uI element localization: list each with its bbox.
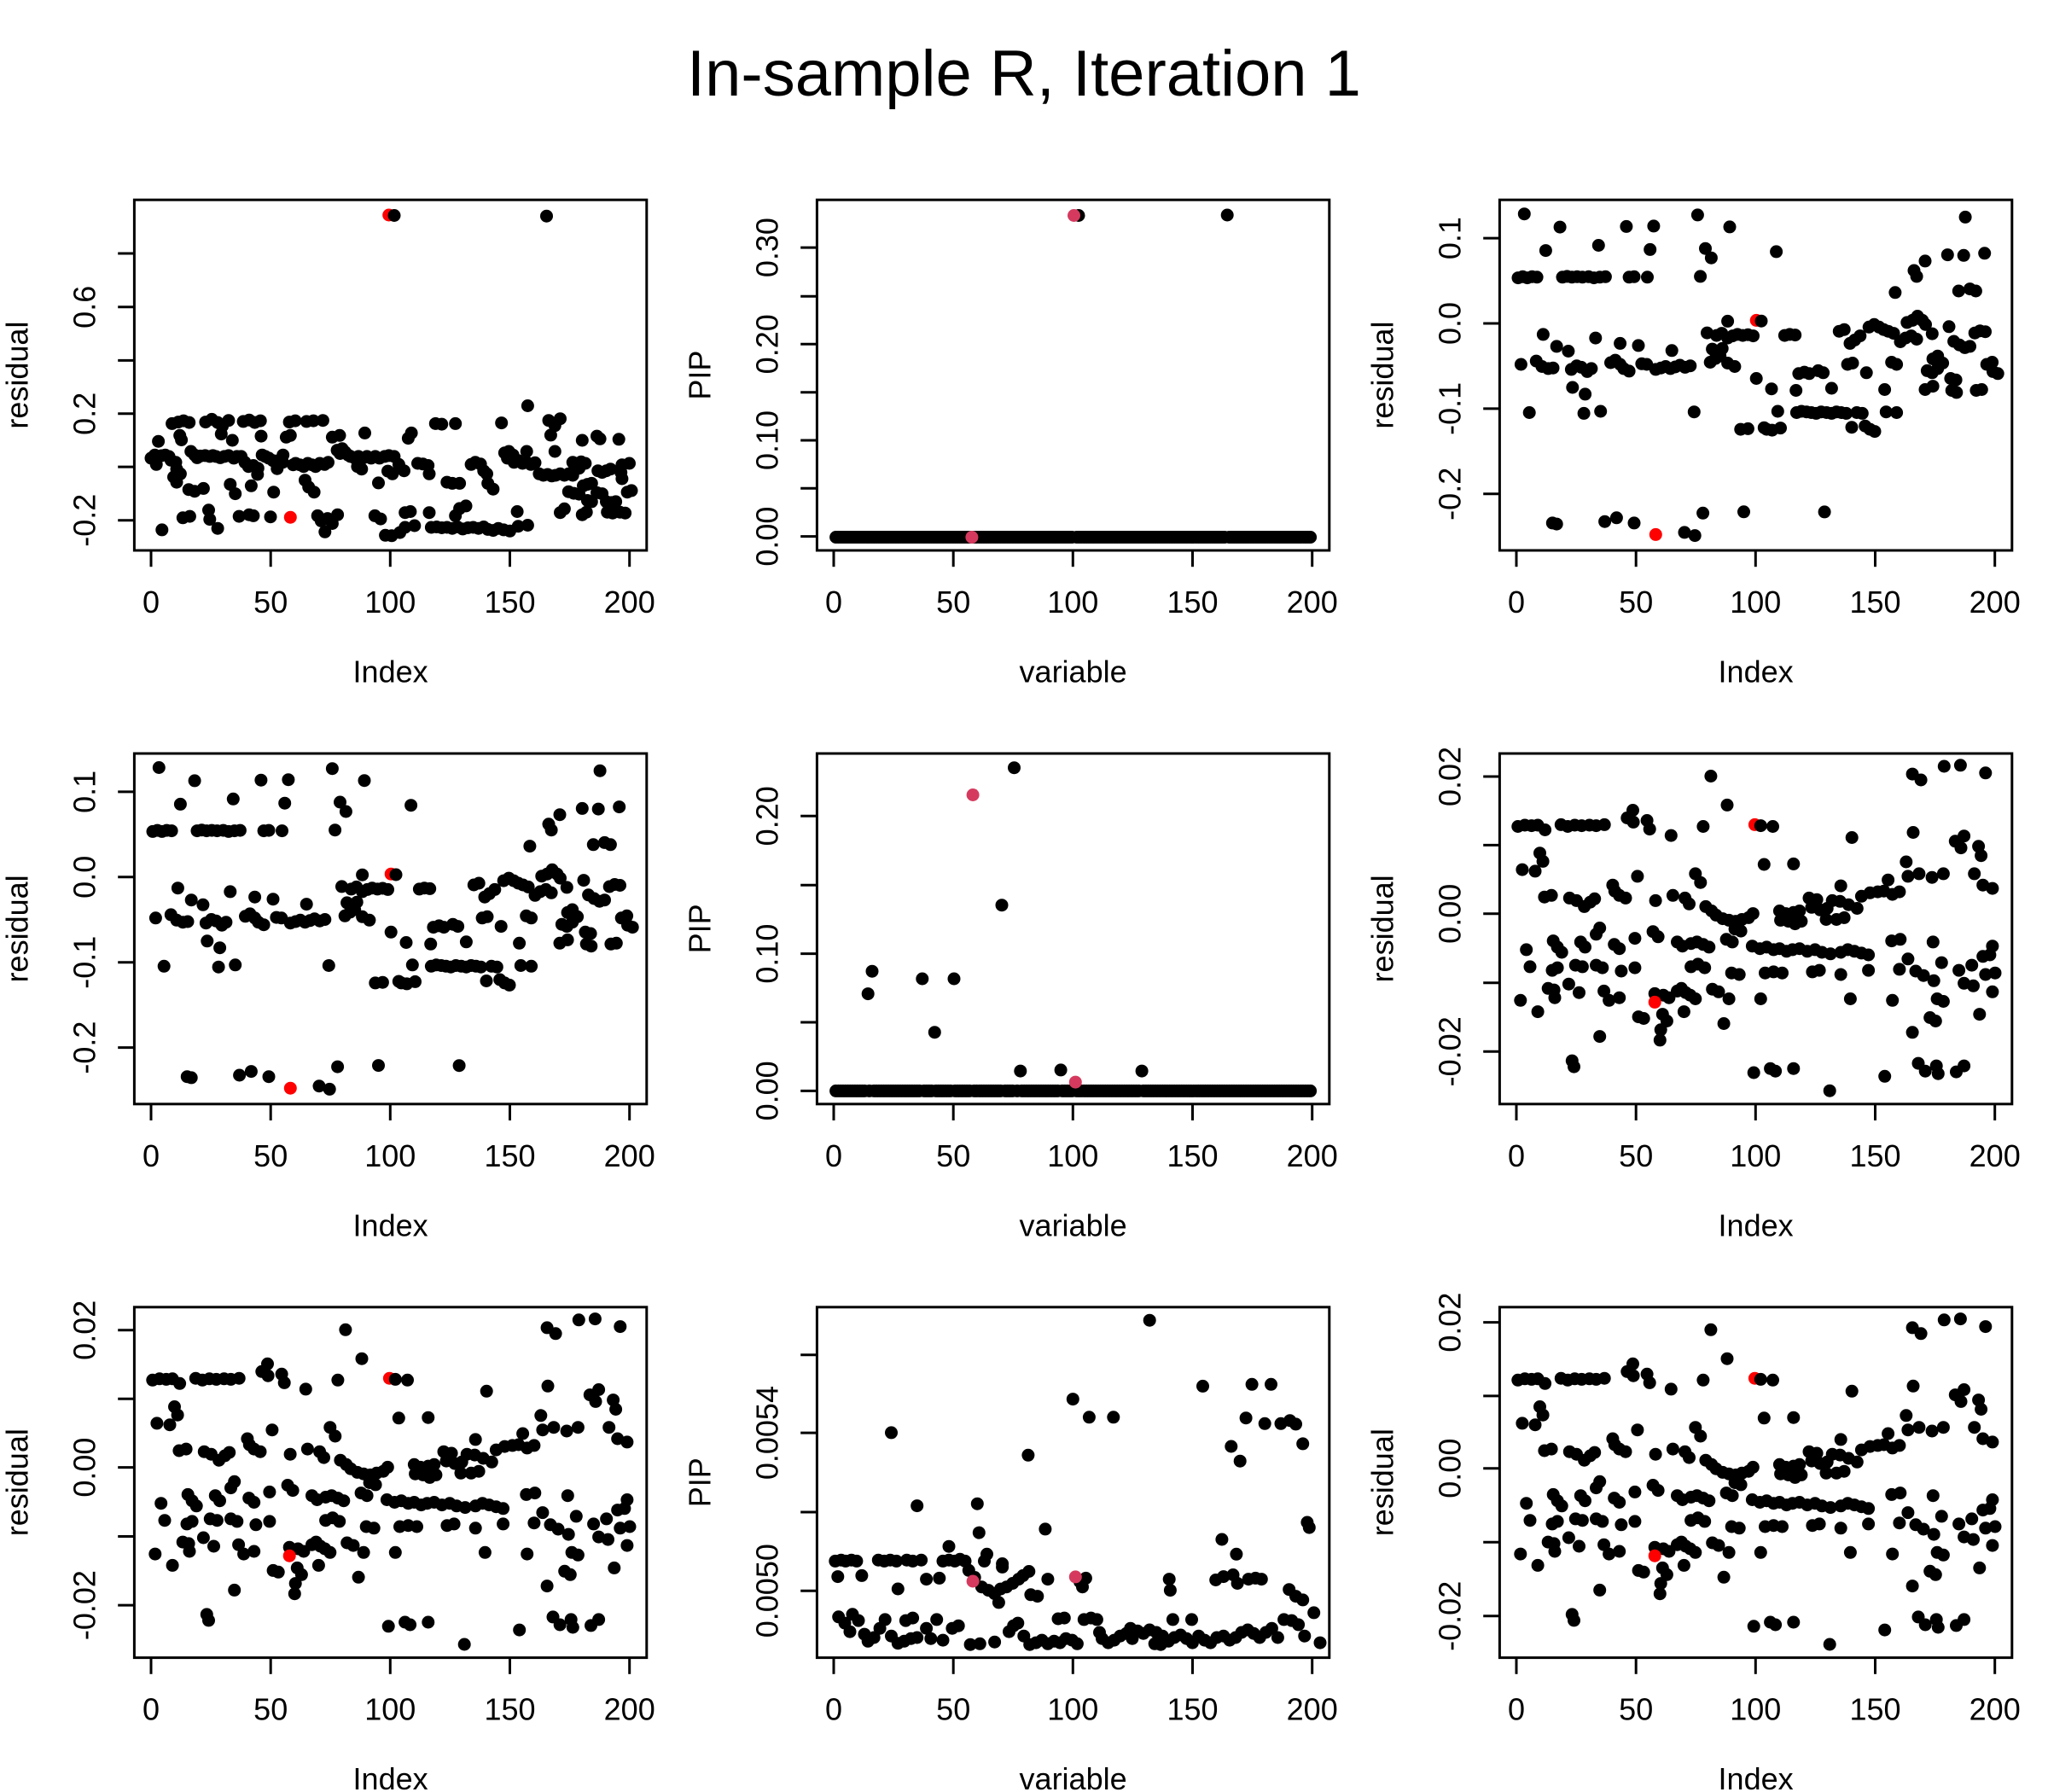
- svg-text:100: 100: [1730, 585, 1781, 620]
- svg-text:200: 200: [1287, 585, 1338, 620]
- svg-text:200: 200: [1287, 1138, 1338, 1173]
- svg-text:150: 150: [484, 1138, 535, 1173]
- svg-text:0.2: 0.2: [67, 393, 102, 435]
- svg-text:150: 150: [1849, 585, 1900, 620]
- svg-text:-0.2: -0.2: [67, 494, 102, 547]
- svg-text:0: 0: [143, 1692, 160, 1727]
- svg-text:50: 50: [936, 1138, 970, 1173]
- svg-text:50: 50: [253, 585, 288, 620]
- svg-text:residual: residual: [1365, 322, 1400, 429]
- svg-text:0.0050: 0.0050: [750, 1544, 785, 1638]
- svg-text:0: 0: [825, 585, 842, 620]
- svg-text:0: 0: [1508, 585, 1525, 620]
- svg-text:100: 100: [1047, 585, 1098, 620]
- svg-text:Index: Index: [1719, 655, 1794, 689]
- svg-text:50: 50: [1619, 1138, 1653, 1173]
- svg-text:Index: Index: [353, 1207, 428, 1242]
- svg-text:-0.2: -0.2: [1433, 468, 1468, 521]
- svg-text:residual: residual: [1365, 1428, 1400, 1536]
- svg-text:residual: residual: [0, 322, 35, 429]
- svg-text:0.00: 0.00: [750, 1061, 785, 1120]
- svg-text:200: 200: [1287, 1692, 1338, 1727]
- svg-text:variable: variable: [1020, 1761, 1127, 1792]
- svg-text:150: 150: [484, 1692, 535, 1727]
- svg-text:0.02: 0.02: [67, 1300, 102, 1360]
- svg-text:residual: residual: [0, 875, 35, 982]
- svg-text:-0.02: -0.02: [1433, 1581, 1468, 1651]
- svg-text:200: 200: [1969, 1138, 2021, 1173]
- svg-text:PIP: PIP: [683, 1457, 718, 1507]
- svg-text:residual: residual: [0, 1428, 35, 1536]
- svg-text:In-sample R, Iteration 1: In-sample R, Iteration 1: [687, 38, 1361, 110]
- svg-text:0.00: 0.00: [1433, 884, 1468, 944]
- svg-text:-0.02: -0.02: [67, 1570, 102, 1640]
- svg-text:200: 200: [604, 1692, 655, 1727]
- svg-text:150: 150: [1849, 1692, 1900, 1727]
- svg-text:0.00: 0.00: [1433, 1439, 1468, 1498]
- svg-text:100: 100: [364, 1138, 416, 1173]
- svg-text:200: 200: [1969, 585, 2021, 620]
- svg-text:0.6: 0.6: [67, 286, 102, 329]
- svg-text:0.0054: 0.0054: [750, 1386, 785, 1480]
- svg-text:100: 100: [1047, 1138, 1098, 1173]
- svg-text:100: 100: [364, 1692, 416, 1727]
- svg-text:-0.2: -0.2: [67, 1021, 102, 1074]
- svg-text:150: 150: [1167, 585, 1218, 620]
- svg-text:100: 100: [1730, 1138, 1781, 1173]
- svg-text:100: 100: [1730, 1692, 1781, 1727]
- svg-text:150: 150: [1849, 1138, 1900, 1173]
- svg-text:0.0: 0.0: [1433, 302, 1468, 345]
- svg-text:50: 50: [253, 1692, 288, 1727]
- svg-text:50: 50: [936, 585, 970, 620]
- svg-text:0.1: 0.1: [67, 771, 102, 813]
- svg-text:0.02: 0.02: [1433, 747, 1468, 806]
- svg-text:0.20: 0.20: [750, 314, 785, 374]
- svg-text:0: 0: [1508, 1692, 1525, 1727]
- svg-text:0.10: 0.10: [750, 410, 785, 470]
- svg-text:150: 150: [1167, 1138, 1218, 1173]
- svg-text:Index: Index: [1719, 1207, 1794, 1242]
- svg-text:variable: variable: [1020, 655, 1127, 689]
- svg-text:200: 200: [604, 585, 655, 620]
- svg-text:-0.1: -0.1: [67, 936, 102, 989]
- svg-text:100: 100: [364, 585, 416, 620]
- svg-text:0.00: 0.00: [750, 507, 785, 567]
- svg-text:-0.02: -0.02: [1433, 1016, 1468, 1086]
- svg-text:0.02: 0.02: [1433, 1293, 1468, 1353]
- svg-text:PIP: PIP: [683, 351, 718, 400]
- svg-text:0: 0: [143, 585, 160, 620]
- svg-text:0: 0: [143, 1138, 160, 1173]
- svg-text:0.0: 0.0: [67, 856, 102, 899]
- svg-text:Index: Index: [1719, 1761, 1794, 1792]
- svg-text:variable: variable: [1020, 1207, 1127, 1242]
- svg-text:0: 0: [825, 1692, 842, 1727]
- svg-text:0: 0: [825, 1138, 842, 1173]
- svg-text:50: 50: [936, 1692, 970, 1727]
- svg-text:-0.1: -0.1: [1433, 382, 1468, 435]
- svg-text:residual: residual: [1365, 875, 1400, 982]
- svg-text:Index: Index: [353, 655, 428, 689]
- svg-text:0: 0: [1508, 1138, 1525, 1173]
- svg-text:0.00: 0.00: [67, 1438, 102, 1498]
- svg-text:PIP: PIP: [683, 904, 718, 953]
- svg-text:0.30: 0.30: [750, 218, 785, 277]
- svg-text:0.20: 0.20: [750, 786, 785, 846]
- svg-text:0.1: 0.1: [1433, 217, 1468, 259]
- svg-text:200: 200: [604, 1138, 655, 1173]
- svg-text:150: 150: [1167, 1692, 1218, 1727]
- svg-text:150: 150: [484, 585, 535, 620]
- svg-text:200: 200: [1969, 1692, 2021, 1727]
- svg-text:50: 50: [253, 1138, 288, 1173]
- svg-text:50: 50: [1619, 1692, 1653, 1727]
- svg-text:100: 100: [1047, 1692, 1098, 1727]
- svg-text:Index: Index: [353, 1761, 428, 1792]
- svg-text:0.10: 0.10: [750, 924, 785, 984]
- svg-text:50: 50: [1619, 585, 1653, 620]
